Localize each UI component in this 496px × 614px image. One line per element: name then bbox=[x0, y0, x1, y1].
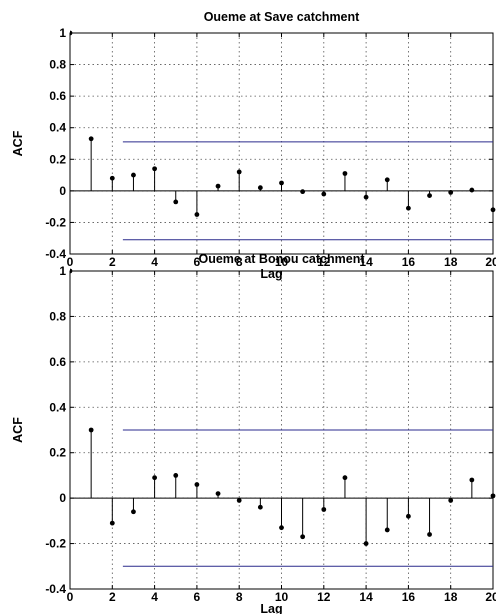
y-tick-label: 0.2 bbox=[49, 446, 66, 460]
acf-point-lag-6 bbox=[194, 482, 200, 487]
chart-title: Oueme at Bonou catchment bbox=[199, 252, 366, 266]
acf-point-lag-12 bbox=[321, 507, 327, 512]
acf-point-lag-15 bbox=[384, 177, 390, 183]
acf-point-lag-11 bbox=[300, 534, 306, 540]
acf-point-lag-19 bbox=[469, 187, 475, 193]
y-tick-label: -0.4 bbox=[45, 247, 66, 261]
acf-point-lag-13 bbox=[342, 171, 348, 176]
acf-point-lag-10 bbox=[279, 180, 284, 186]
x-tick-label: 20 bbox=[485, 590, 496, 604]
acf-point-lag-3 bbox=[131, 509, 136, 515]
x-axis-label: Lag bbox=[260, 602, 282, 614]
acf-point-lag-16 bbox=[406, 205, 411, 211]
y-tick-label: 0.4 bbox=[49, 400, 66, 414]
x-tick-label: 10 bbox=[275, 255, 289, 269]
acf-point-lag-13 bbox=[342, 475, 348, 481]
x-tick-label: 14 bbox=[359, 255, 373, 269]
acf-point-lag-4 bbox=[152, 166, 158, 172]
y-tick-label: 0.8 bbox=[49, 58, 66, 72]
acf-point-lag-14 bbox=[363, 194, 369, 200]
x-tick-label: 18 bbox=[444, 590, 458, 604]
y-axis-label: ACF bbox=[11, 417, 25, 443]
y-tick-label: -0.4 bbox=[45, 582, 66, 596]
x-tick-label: 12 bbox=[317, 255, 331, 269]
y-tick-label: 0.2 bbox=[49, 152, 66, 166]
acf-point-lag-16 bbox=[406, 513, 411, 519]
acf-point-lag-14 bbox=[363, 541, 369, 546]
acf-point-lag-5 bbox=[173, 473, 179, 478]
acf-point-lag-17 bbox=[427, 193, 432, 198]
acf-point-lag-20 bbox=[490, 493, 496, 499]
x-tick-label: 6 bbox=[194, 590, 201, 604]
acf-point-lag-4 bbox=[152, 475, 158, 481]
acf-point-lag-6 bbox=[194, 212, 200, 217]
x-tick-label: 2 bbox=[109, 255, 116, 269]
chart-title: Oueme at Save catchment bbox=[204, 10, 360, 24]
plot-frame bbox=[69, 32, 494, 255]
acf-point-lag-18 bbox=[448, 498, 454, 503]
x-tick-label: 0 bbox=[67, 590, 74, 604]
acf-point-lag-7 bbox=[215, 491, 221, 496]
acf-point-lag-11 bbox=[300, 189, 306, 195]
x-tick-label: 20 bbox=[485, 255, 496, 269]
data-layer bbox=[70, 30, 496, 241]
x-tick-label: 8 bbox=[236, 590, 243, 604]
x-tick-label: 16 bbox=[402, 255, 416, 269]
acf-point-lag-0 bbox=[70, 30, 73, 36]
acf-point-lag-3 bbox=[131, 172, 136, 178]
acf-point-lag-8 bbox=[236, 498, 242, 503]
y-tick-label: 1 bbox=[59, 26, 66, 40]
acf-point-lag-17 bbox=[427, 532, 432, 537]
x-tick-label: 16 bbox=[402, 590, 416, 604]
acf-point-lag-12 bbox=[321, 191, 327, 197]
y-tick-label: -0.2 bbox=[45, 537, 66, 551]
acf-point-lag-2 bbox=[109, 520, 115, 526]
acf-point-lag-19 bbox=[469, 477, 475, 483]
x-tick-label: 4 bbox=[151, 255, 158, 269]
x-tick-label: 12 bbox=[317, 590, 331, 604]
y-tick-label: 0.8 bbox=[49, 309, 66, 323]
x-axis-label: Lag bbox=[260, 267, 282, 281]
y-tick-label: -0.2 bbox=[45, 215, 66, 229]
y-tick-label: 0.4 bbox=[49, 121, 66, 135]
x-tick-label: 2 bbox=[109, 590, 116, 604]
y-tick-label: 0 bbox=[59, 491, 66, 505]
acf-point-lag-2 bbox=[109, 175, 115, 181]
acf-point-lag-20 bbox=[490, 207, 496, 213]
acf-point-lag-5 bbox=[173, 199, 179, 205]
x-tick-label: 6 bbox=[194, 255, 201, 269]
y-tick-label: 1 bbox=[59, 264, 66, 278]
acf-point-lag-1 bbox=[88, 136, 94, 142]
acf-point-lag-9 bbox=[257, 185, 263, 191]
acf-point-lag-10 bbox=[279, 525, 284, 531]
x-tick-label: 10 bbox=[275, 590, 289, 604]
acf-point-lag-8 bbox=[236, 169, 242, 175]
acf-point-lag-9 bbox=[257, 504, 263, 510]
x-tick-label: 4 bbox=[151, 590, 158, 604]
acf-point-lag-0 bbox=[70, 268, 73, 274]
y-tick-label: 0 bbox=[59, 184, 66, 198]
x-tick-label: 14 bbox=[359, 590, 373, 604]
data-layer bbox=[70, 268, 496, 567]
acf-point-lag-15 bbox=[384, 527, 390, 533]
x-tick-label: 8 bbox=[236, 255, 243, 269]
acf-point-lag-7 bbox=[215, 183, 221, 189]
y-axis-label: ACF bbox=[11, 130, 25, 156]
x-tick-label: 18 bbox=[444, 255, 458, 269]
acf-point-lag-18 bbox=[448, 190, 454, 195]
y-tick-label: 0.6 bbox=[49, 355, 66, 369]
acf-point-lag-1 bbox=[88, 427, 94, 433]
y-tick-label: 0.6 bbox=[49, 89, 66, 103]
x-tick-label: 0 bbox=[67, 255, 74, 269]
